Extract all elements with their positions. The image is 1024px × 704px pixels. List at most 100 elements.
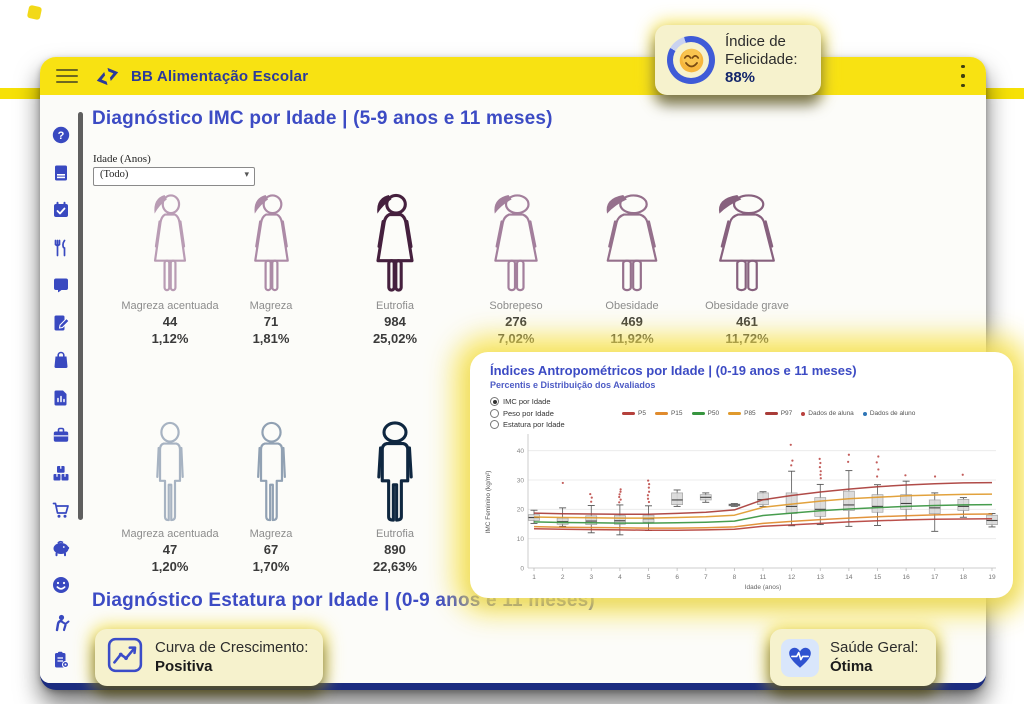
legend-item: P85 [728,410,756,417]
svg-text:0: 0 [520,565,524,572]
female-figure-icon [585,192,679,296]
radio-icon [490,409,499,418]
figure-count: 469 [621,314,643,331]
female-figure-icon [476,192,556,296]
age-filter-select[interactable]: (Todo) ▾ [93,167,255,186]
male-figure-2: Magreza 67 1,70% [205,420,337,576]
index-radio-group: IMC por Idade Peso por Idade Estatura por … [490,397,565,432]
legend-item: P5 [622,410,646,417]
female-figure-icon [240,192,303,296]
age-filter: Idade (Anos) (Todo) ▾ [93,153,255,186]
figure-label: Magreza [250,528,293,542]
svg-text:7: 7 [704,574,708,581]
radio-option-2[interactable]: Peso por Idade [490,409,565,418]
smiley-icon[interactable] [51,575,71,595]
app-title: BB Alimentação Escolar [131,68,308,85]
legend-item: Dados de aluna [801,410,854,417]
svg-text:15: 15 [874,574,882,581]
figure-label: Magreza [250,300,293,314]
figure-percent: 1,81% [253,331,290,348]
book-icon[interactable] [51,163,71,183]
happiness-value: 88% [725,69,755,86]
file-pen-icon[interactable] [51,313,71,333]
person-greeting-icon[interactable] [51,613,71,633]
anthropometric-indices-card: Índices Antropométricos por Idade | (0-1… [470,352,1013,598]
svg-text:1: 1 [532,574,536,581]
bb-logo-icon [94,63,121,90]
happiness-label: Índice de Felicidade: [725,33,798,68]
female-figure-2: Magreza 71 1,81% [205,192,337,348]
sidebar: ? [40,95,80,683]
svg-text:Idade (anos): Idade (anos) [745,584,782,591]
figure-label: Eutrofia [376,528,414,542]
male-figure-icon [358,420,432,524]
svg-text:6: 6 [675,574,679,581]
figure-percent: 11,72% [725,331,768,348]
legend-item: P97 [765,410,793,417]
figure-count: 890 [384,542,406,559]
figure-percent: 7,02% [498,331,535,348]
female-figure-3: Eutrofia 984 25,02% [329,192,461,348]
legend-item: P15 [655,410,683,417]
age-filter-label: Idade (Anos) [93,153,255,165]
decorative-mark [27,5,42,20]
boxes-icon[interactable] [51,463,71,483]
svg-text:17: 17 [931,574,939,581]
figure-count: 44 [163,314,177,331]
male-figure-3: Eutrofia 890 22,63% [329,420,461,576]
svg-text:5: 5 [647,574,651,581]
utensils-icon[interactable] [51,238,71,258]
radio-label: IMC por Idade [503,397,551,406]
piggy-bank-icon[interactable] [51,538,71,558]
overlay-title: Índices Antropométricos por Idade | (0-1… [490,363,857,378]
figure-count: 461 [736,314,758,331]
svg-text:18: 18 [960,574,968,581]
menu-icon[interactable] [56,69,78,83]
chart-up-icon [107,637,143,678]
vertical-scrollbar[interactable] [78,112,83,520]
svg-text:14: 14 [845,574,853,581]
calendar-check-icon[interactable] [51,200,71,220]
kebab-menu-icon[interactable] [954,65,972,87]
chart-legend: P5 P15 P50 P85 P97 Dados de aluna Dados de alu… [622,410,1006,417]
figure-count: 984 [384,314,406,331]
health-value: Ótima [830,658,873,675]
svg-text:2: 2 [561,574,565,581]
figure-count: 67 [264,542,278,559]
briefcase-icon[interactable] [51,425,71,445]
happiness-donut-ring [667,36,715,84]
age-filter-value: (Todo) [100,169,128,180]
svg-text:11: 11 [760,574,767,581]
figure-count: 71 [264,314,278,331]
figure-percent: 22,63% [373,559,417,576]
svg-text:40: 40 [517,448,525,455]
shopping-bag-icon[interactable] [51,350,71,370]
svg-text:12: 12 [788,574,796,581]
cart-icon[interactable] [51,500,71,520]
question-circle-icon[interactable]: ? [51,125,71,145]
figure-percent: 1,70% [253,559,290,576]
section-title-imc: Diagnóstico IMC por Idade | (5-9 anos e … [92,108,553,130]
clipboard-icon[interactable] [51,650,71,670]
figure-count: 47 [163,542,177,559]
svg-text:4: 4 [618,574,622,581]
general-health-card: Saúde Geral: Ótima [770,629,936,686]
figure-label: Sobrepeso [489,300,542,314]
figure-percent: 1,12% [152,331,189,348]
figure-percent: 11,92% [610,331,653,348]
figure-count: 276 [505,314,527,331]
growth-value: Positiva [155,658,213,675]
female-figure-icon [362,192,428,296]
figure-percent: 25,02% [373,331,417,348]
file-chart-icon[interactable] [51,388,71,408]
radio-option-1[interactable]: IMC por Idade [490,397,565,406]
svg-text:3: 3 [589,574,593,581]
svg-text:?: ? [58,130,65,142]
document-roll-icon[interactable] [51,275,71,295]
happiness-index-card: Índice de Felicidade: 88% [655,25,821,95]
legend-item: P50 [692,410,720,417]
female-figure-icon [141,192,199,296]
overlay-subtitle: Percentis e Distribuição dos Avaliados [490,380,655,390]
app-header: BB Alimentação Escolar [40,57,986,95]
svg-text:16: 16 [903,574,911,581]
